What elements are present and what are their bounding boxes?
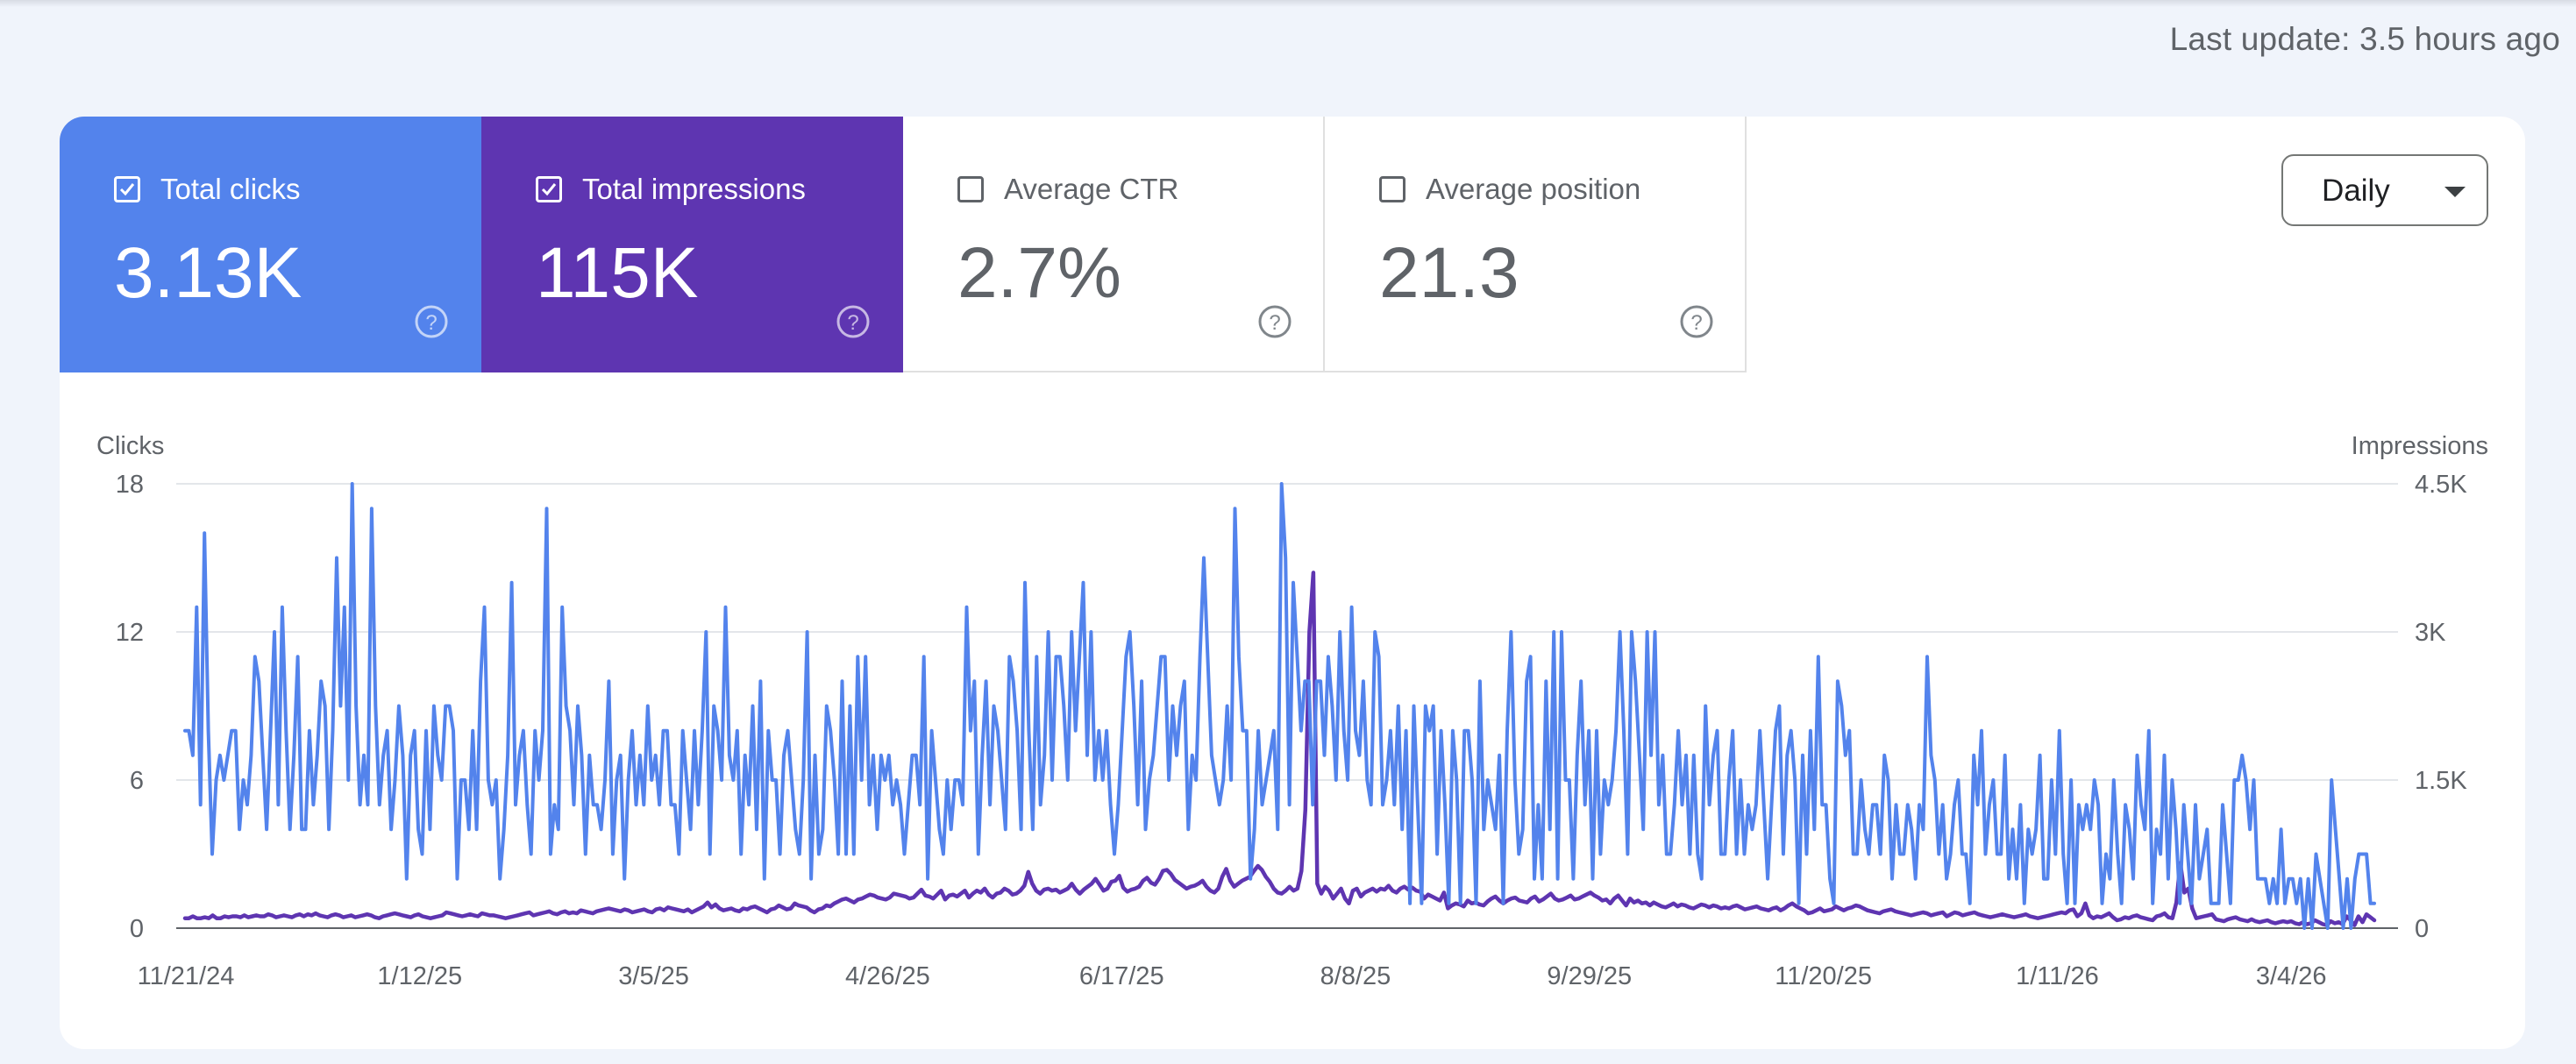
last-update-text: Last update: 3.5 hours ago — [2169, 21, 2560, 57]
right-tick-label: 0 — [2415, 915, 2429, 943]
tile-label: Total clicks — [160, 173, 301, 205]
tile-average-position[interactable]: Average position 21.3 ? — [1325, 117, 1747, 372]
granularity-label: Daily — [2322, 174, 2390, 208]
help-icon[interactable]: ? — [1679, 304, 1714, 344]
granularity-dropdown[interactable]: Daily — [2281, 154, 2488, 226]
metric-tiles: Total clicks 3.13K ? Total impressions 1… — [60, 117, 1747, 372]
help-icon[interactable]: ? — [836, 304, 871, 344]
left-tick-label: 0 — [130, 915, 144, 943]
right-tick-label: 3K — [2415, 619, 2446, 647]
tile-label: Total impressions — [582, 173, 806, 205]
tile-total-impressions[interactable]: Total impressions 115K ? — [481, 117, 903, 372]
right-axis-title: Impressions — [2352, 432, 2488, 460]
help-icon[interactable]: ? — [1257, 304, 1292, 344]
x-axis: 11/21/24 1/12/25 3/5/25 4/26/25 6/17/25 8/8/2… — [138, 962, 2327, 990]
top-shadow — [0, 0, 2576, 7]
tile-value: 21.3 — [1379, 233, 1519, 313]
x-tick-label: 11/21/24 — [138, 962, 235, 990]
left-tick-label: 12 — [116, 619, 144, 647]
dropdown-arrow-icon — [2444, 187, 2466, 197]
x-tick-label: 6/17/25 — [1079, 962, 1164, 990]
tile-total-clicks[interactable]: Total clicks 3.13K ? — [60, 117, 481, 372]
tile-average-ctr[interactable]: Average CTR 2.7% ? — [903, 117, 1325, 372]
checkbox-checked-icon[interactable] — [114, 176, 140, 202]
series-line-clicks — [183, 482, 2376, 930]
checkbox-unchecked-icon[interactable] — [957, 176, 984, 202]
left-axis-title: Clicks — [96, 432, 164, 460]
left-axis: 0 6 12 18 — [116, 471, 144, 943]
tile-value: 3.13K — [114, 233, 302, 313]
checkbox-checked-icon[interactable] — [536, 176, 562, 202]
series-line-impressions — [182, 571, 2377, 927]
tile-label: Average CTR — [1004, 173, 1179, 205]
left-tick-label: 6 — [130, 767, 144, 795]
right-tick-label: 4.5K — [2415, 471, 2467, 499]
svg-text:?: ? — [1690, 311, 1702, 335]
right-axis: 0 1.5K 3K 4.5K — [2415, 471, 2467, 943]
x-tick-label: 3/4/26 — [2256, 962, 2327, 990]
x-tick-label: 9/29/25 — [1547, 962, 1632, 990]
help-icon[interactable]: ? — [414, 304, 449, 344]
svg-text:?: ? — [1269, 311, 1280, 335]
performance-chart: 11/21/24 1/12/25 3/5/25 4/26/25 6/17/25 8/8/2… — [96, 432, 2488, 990]
x-tick-label: 1/12/25 — [377, 962, 462, 990]
x-tick-label: 11/20/25 — [1775, 962, 1872, 990]
tile-label: Average position — [1426, 173, 1641, 205]
performance-card: Total clicks 3.13K ? Total impressions 1… — [60, 117, 2525, 1049]
checkbox-unchecked-icon[interactable] — [1379, 176, 1405, 202]
x-tick-label: 8/8/25 — [1320, 962, 1391, 990]
left-tick-label: 18 — [116, 471, 144, 499]
svg-text:?: ? — [425, 311, 437, 335]
tile-value: 115K — [536, 233, 699, 313]
tile-value: 2.7% — [957, 233, 1121, 313]
x-tick-label: 1/11/26 — [2016, 962, 2099, 990]
series-lines — [182, 482, 2377, 930]
x-tick-label: 3/5/25 — [618, 962, 689, 990]
right-tick-label: 1.5K — [2415, 767, 2467, 795]
svg-text:?: ? — [847, 311, 858, 335]
x-tick-label: 4/26/25 — [845, 962, 930, 990]
